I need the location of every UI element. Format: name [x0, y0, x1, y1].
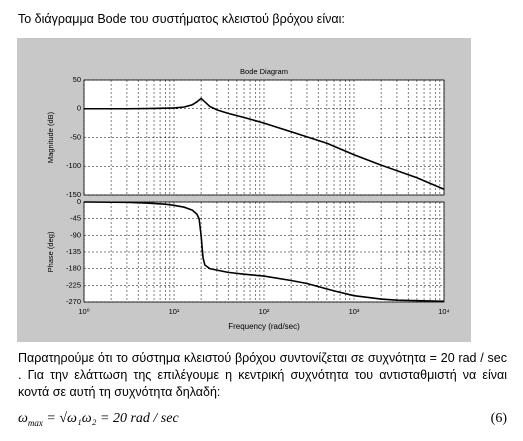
y-tick-label: -150 — [66, 190, 81, 199]
equation: ωmax = √ω₁ω₂ = 20 rad / sec (6) — [18, 411, 507, 428]
paragraph: Παρατηρούμε ότι το σύστημα κλειστού βρόχ… — [18, 351, 507, 399]
eq-subscript: max — [27, 417, 43, 428]
header-text: Το διάγραμμα Bode του συστήματος κλειστο… — [18, 12, 345, 26]
eq-symbol: ω — [18, 411, 28, 426]
x-tick-label: 10² — [259, 307, 270, 316]
chart-title: Bode Diagram — [240, 67, 288, 76]
x-tick-label: 10¹ — [169, 307, 180, 316]
y-tick-label: -180 — [66, 264, 81, 273]
y-tick-label: 0 — [77, 104, 81, 113]
y-axis-label: Phase (deg) — [46, 231, 55, 272]
y-tick-label: -100 — [66, 161, 81, 170]
y-tick-label: -135 — [66, 247, 81, 256]
eq-rhs: = √ω₁ω₂ = 20 rad / sec — [42, 411, 179, 426]
y-axis-label: Magnitude (dB) — [46, 111, 55, 163]
x-tick-label: 10⁴ — [438, 307, 450, 316]
y-tick-label: 0 — [77, 197, 81, 206]
x-axis-label: Frequency (rad/sec) — [228, 322, 300, 331]
bode-figure: -150 -100 -50 0 50 Bode Diagram Magnitude (dB)… — [17, 38, 471, 342]
y-tick-label: -90 — [70, 230, 81, 239]
data-line — [84, 97, 445, 190]
y-tick-label: -270 — [66, 297, 81, 306]
eq-number: (6) — [490, 411, 507, 426]
y-tick-label: -50 — [70, 132, 81, 141]
y-tick-label: 50 — [73, 75, 81, 84]
data-line — [83, 201, 445, 303]
x-tick-label: 10³ — [349, 307, 360, 316]
x-tick-label: 10⁰ — [78, 307, 89, 316]
y-tick-label: -45 — [70, 214, 81, 223]
y-tick-label: -225 — [66, 280, 81, 289]
